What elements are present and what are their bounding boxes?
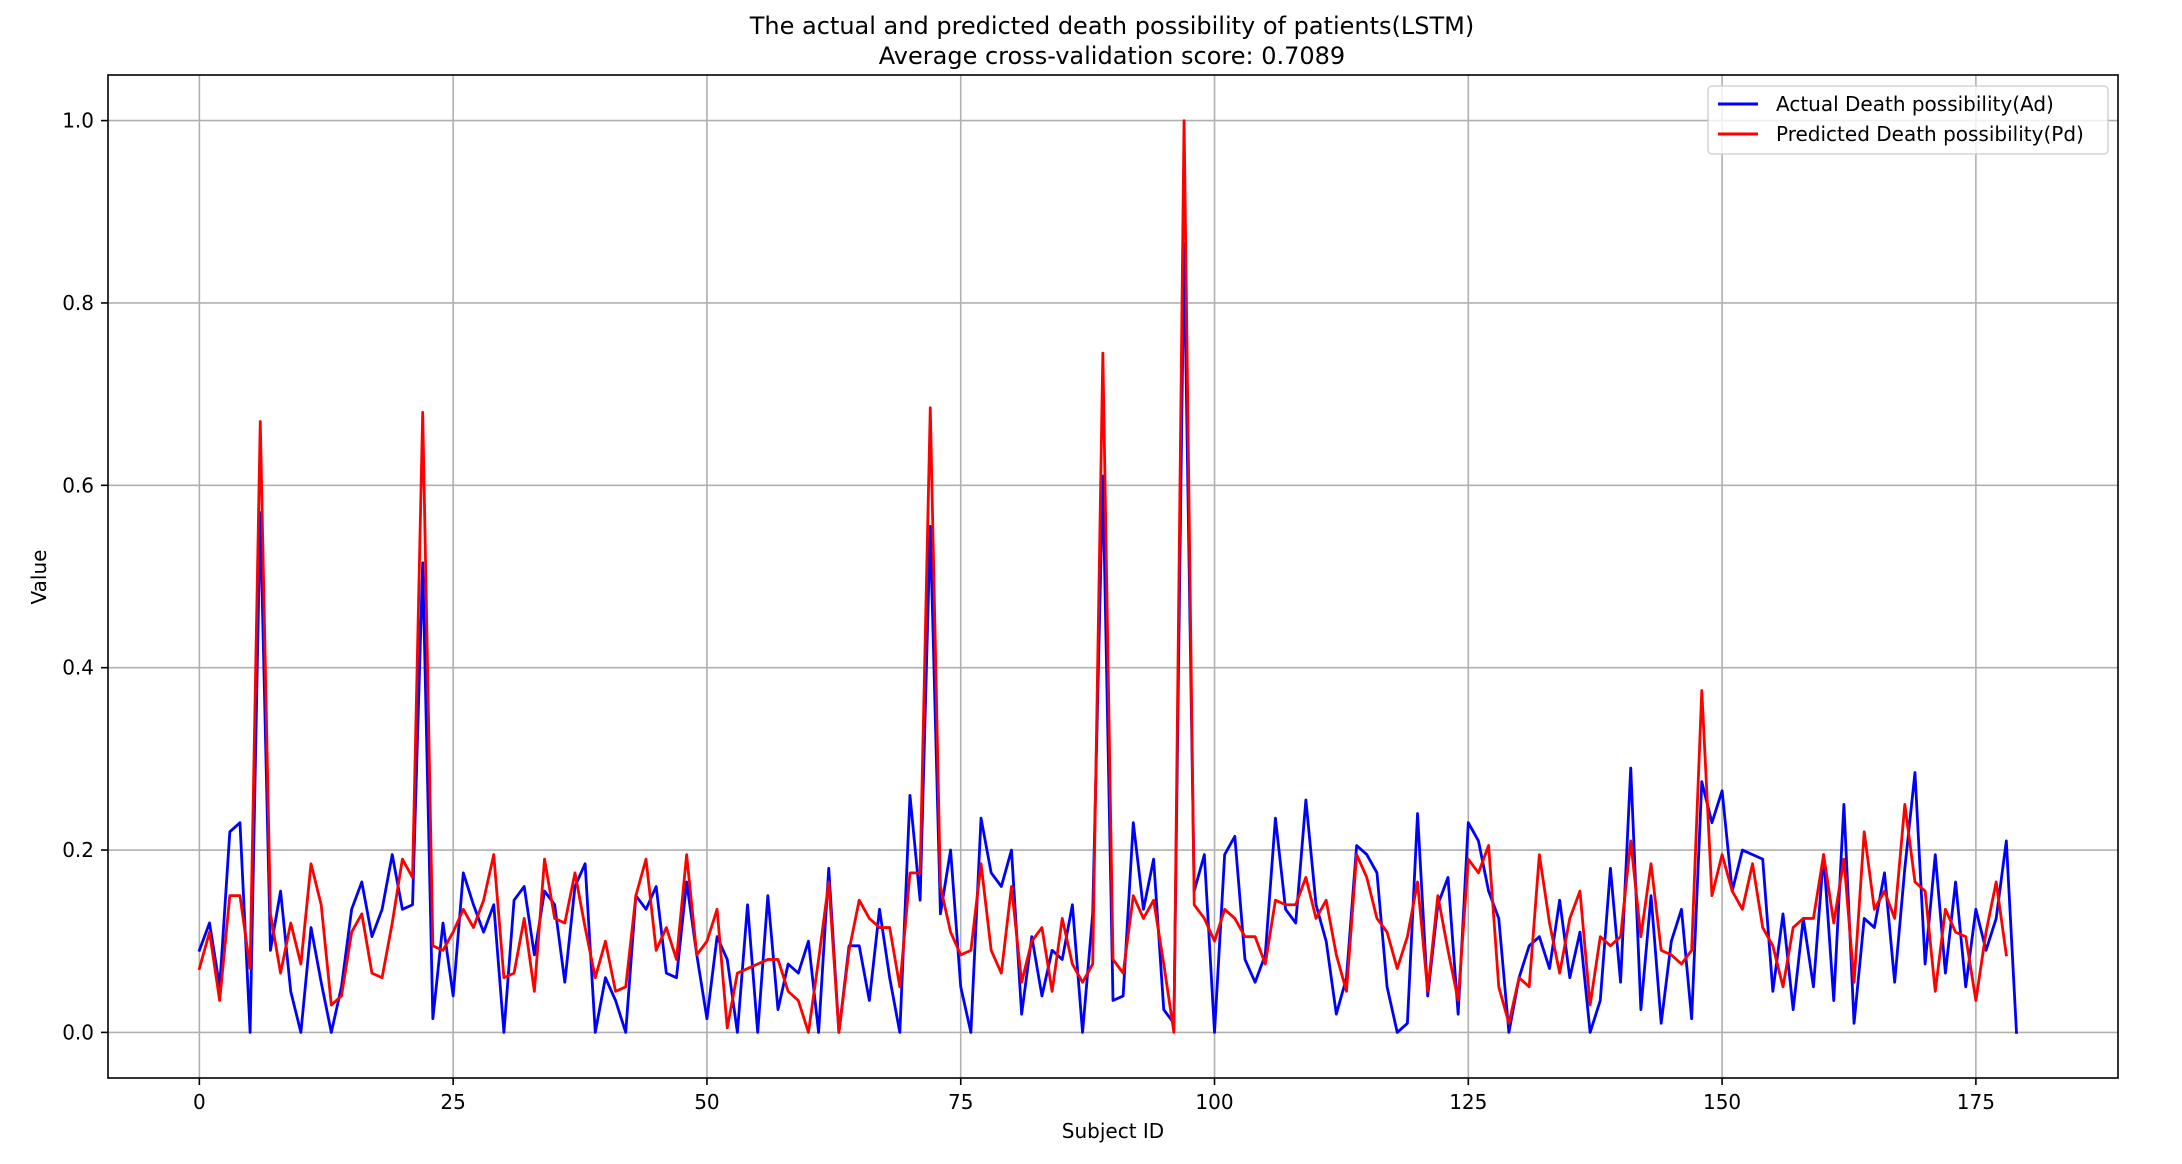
axis-ticks: 0 25 50 75 100 125 150 175 0.0 0.2 0.4 0.6 0.8 1.0 bbox=[62, 109, 1995, 1114]
y-tick-label: 1.0 bbox=[62, 109, 94, 133]
legend-box bbox=[1707, 85, 2109, 155]
y-tick-label: 0.0 bbox=[62, 1020, 94, 1044]
x-tick-label: 0 bbox=[193, 1090, 206, 1114]
chart-title: The actual and predicted death possibili… bbox=[749, 12, 1474, 40]
x-tick-label: 75 bbox=[948, 1090, 973, 1114]
y-tick-label: 0.6 bbox=[62, 473, 94, 497]
x-tick-label: 150 bbox=[1703, 1090, 1741, 1114]
y-tick-label: 0.2 bbox=[62, 838, 94, 862]
plot-frame bbox=[107, 74, 2119, 1079]
x-tick-label: 175 bbox=[1957, 1090, 1995, 1114]
x-tick-label: 25 bbox=[440, 1090, 465, 1114]
y-tick-label: 0.8 bbox=[62, 291, 94, 315]
series-lines bbox=[197, 119, 2018, 1034]
x-axis-label: Subject ID bbox=[1062, 1119, 1164, 1143]
legend-label-predicted: Predicted Death possibility(Pd) bbox=[1776, 122, 2084, 146]
x-tick-label: 125 bbox=[1449, 1090, 1487, 1114]
x-tick-label: 50 bbox=[694, 1090, 719, 1114]
y-tick-label: 0.4 bbox=[62, 656, 94, 680]
legend-label-actual: Actual Death possibility(Ad) bbox=[1776, 92, 2054, 116]
x-tick-label: 100 bbox=[1195, 1090, 1233, 1114]
series-line-predicted bbox=[197, 119, 2008, 1034]
legend: Actual Death possibility(Ad) Predicted D… bbox=[1707, 85, 2109, 155]
chart-subtitle: Average cross-validation score: 0.7089 bbox=[879, 42, 1345, 70]
y-axis-label: Value bbox=[27, 550, 51, 605]
